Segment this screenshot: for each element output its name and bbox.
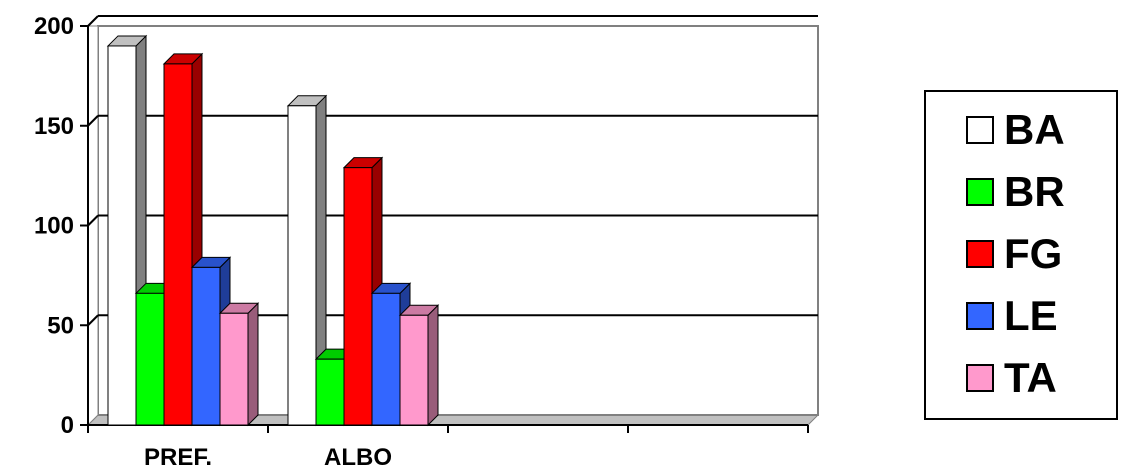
bar-front (107, 45, 137, 426)
legend-item-le: LE (966, 292, 1058, 340)
bar-ba-albo (286, 94, 328, 427)
bar-front (315, 358, 345, 426)
legend: BA BR FG LE TA (924, 90, 1118, 420)
legend-swatch (966, 178, 994, 206)
bar-front (399, 314, 429, 426)
gridline-depth (87, 314, 99, 326)
y-tick-label: 50 (47, 312, 74, 339)
legend-item-br: BR (966, 168, 1065, 216)
legend-swatch (966, 302, 994, 330)
legend-swatch (966, 240, 994, 268)
bar-front (219, 312, 249, 426)
y-tick-label: 100 (34, 213, 74, 240)
bar-front (287, 105, 317, 426)
bar-ba-pref (106, 34, 148, 427)
gridline-depth (87, 214, 99, 227)
legend-label: BA (1004, 106, 1065, 153)
bar-ta-albo (398, 304, 440, 427)
plot-side-wall (87, 25, 99, 427)
x-tick-label: ALBO (324, 444, 392, 468)
legend-label: LE (1004, 292, 1058, 339)
legend-swatch (966, 116, 994, 144)
legend-label: TA (1004, 354, 1057, 401)
x-tick-labels: PREF. ALBO (144, 444, 392, 468)
bar-front (163, 63, 193, 426)
bar-side (427, 304, 439, 427)
legend-label: BR (1004, 168, 1065, 215)
legend-swatch (966, 364, 994, 392)
x-tick-label: PREF. (144, 444, 212, 468)
y-tick-label: 200 (34, 13, 74, 40)
legend-item-fg: FG (966, 230, 1062, 278)
bar-front (191, 266, 221, 426)
bar-ta-pref (218, 302, 260, 427)
y-tick-label: 0 (61, 412, 74, 439)
bars (106, 34, 440, 427)
legend-label: FG (1004, 230, 1063, 277)
bar-side (247, 302, 259, 427)
legend-item-ta: TA (966, 354, 1057, 402)
gridline-depth (87, 115, 99, 127)
bar-front (371, 292, 401, 426)
bar-front (343, 167, 373, 426)
y-tick-labels: 0 50 100 150 200 (34, 13, 74, 439)
gridline-depth (87, 15, 99, 27)
y-tick-label: 150 (34, 113, 74, 140)
bar-front (135, 292, 165, 426)
legend-item-ba: BA (966, 106, 1065, 154)
